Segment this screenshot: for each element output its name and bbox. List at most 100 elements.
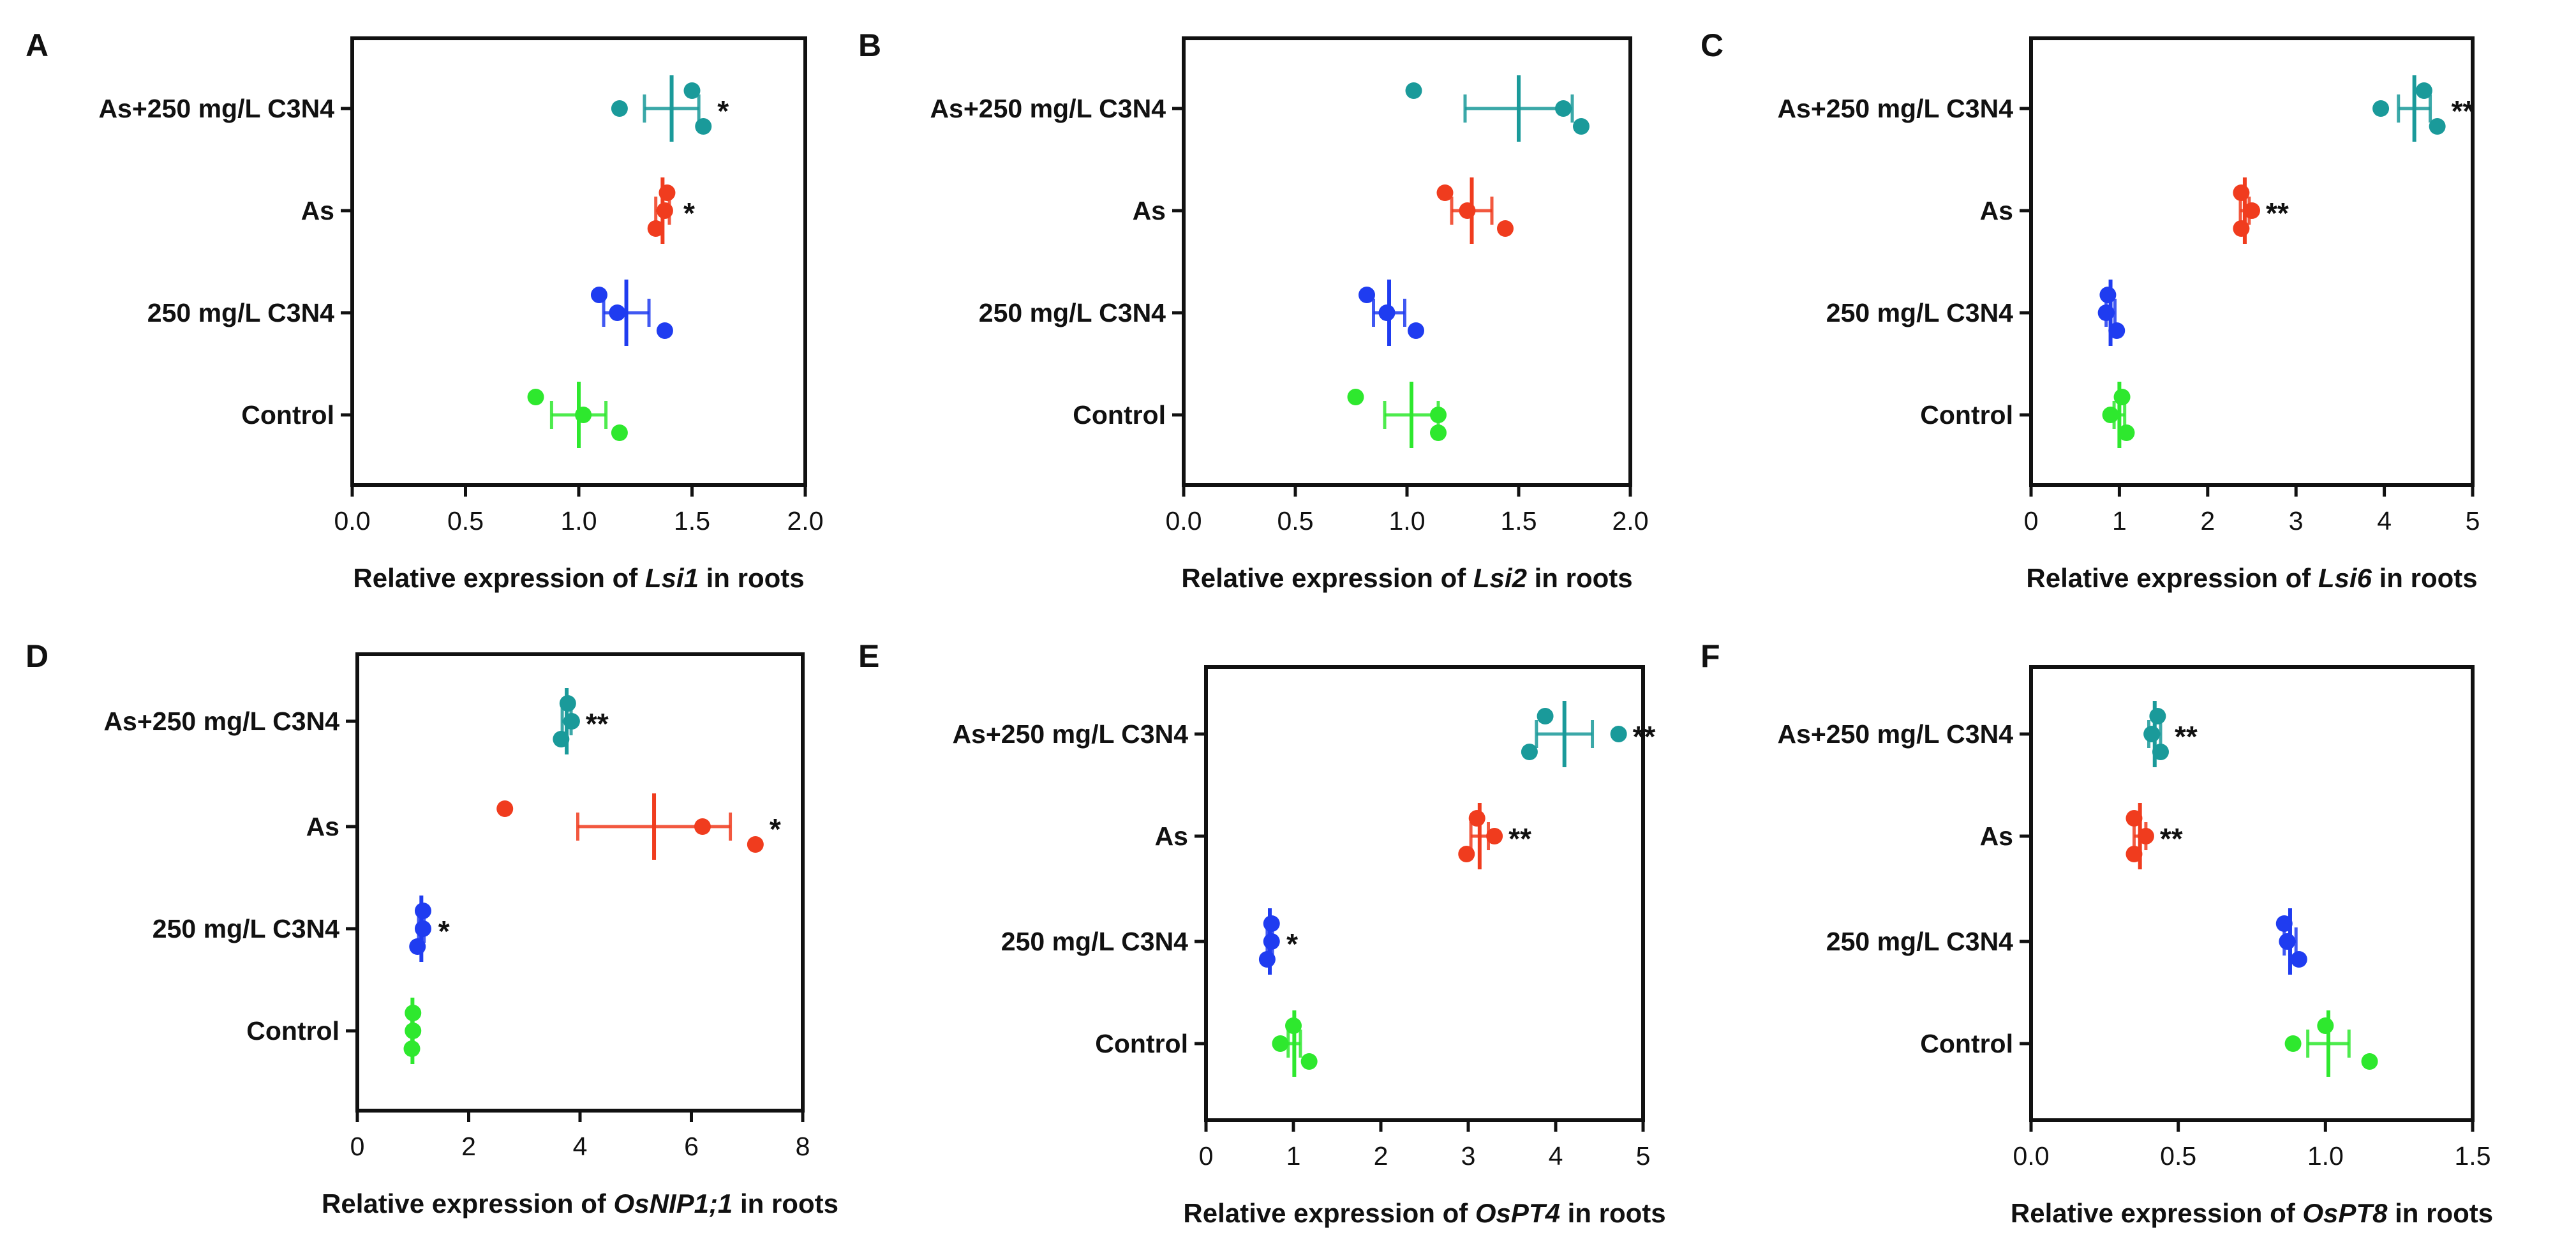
x-axis-label-gene: OsPT4 xyxy=(1475,1198,1560,1228)
data-point xyxy=(2233,220,2250,237)
x-tick-label: 2.0 xyxy=(1612,506,1649,536)
x-axis-label-prefix: Relative expression of xyxy=(1181,563,1473,593)
category-label: 250 mg/L C3N4 xyxy=(153,914,339,943)
x-tick-label: 4 xyxy=(1549,1141,1563,1171)
significance-marker: ** xyxy=(2175,720,2198,753)
data-point xyxy=(611,100,628,117)
x-axis-label-suffix: in roots xyxy=(2387,1198,2493,1228)
data-point xyxy=(2113,389,2131,405)
x-tick-label: 6 xyxy=(684,1132,699,1161)
x-axis-label-prefix: Relative expression of xyxy=(1183,1198,1475,1228)
x-axis-label-gene: Lsi2 xyxy=(1473,563,1527,593)
category-label: 250 mg/L C3N4 xyxy=(1826,298,2013,327)
data-point xyxy=(1347,389,1364,405)
data-point xyxy=(1573,118,1590,135)
x-tick-label: 0 xyxy=(350,1132,365,1161)
data-point xyxy=(496,800,514,817)
panel-b: B 0.0 0.5 1.0 1.5 2.0 Relative expression of L… xyxy=(858,27,1649,593)
data-point xyxy=(1458,846,1475,862)
significance-marker: * xyxy=(770,813,781,846)
data-point xyxy=(683,82,701,99)
data-point xyxy=(2108,322,2126,339)
x-axis-label: Relative expression of OsNIP1;1 in roots xyxy=(322,1188,838,1218)
panel-f: F 0.0 0.5 1.0 1.5 Relative expression of OsPT… xyxy=(1701,638,2493,1228)
data-point xyxy=(2126,846,2143,862)
x-axis-label: Relative expression of OsPT8 in roots xyxy=(2011,1198,2493,1228)
data-point xyxy=(414,903,431,919)
category-label: As+250 mg/L C3N4 xyxy=(98,94,334,123)
data-point xyxy=(1272,1035,1289,1052)
x-axis-label-gene: OsNIP1;1 xyxy=(614,1188,733,1218)
data-point xyxy=(747,836,764,853)
data-point xyxy=(1436,184,1454,201)
axes-frame xyxy=(2029,36,2475,487)
category-label: As xyxy=(1980,821,2013,851)
significance-marker: * xyxy=(683,197,695,230)
data-point xyxy=(659,184,676,201)
category-label: 250 mg/L C3N4 xyxy=(979,298,1166,327)
category-label: As xyxy=(1980,196,2013,225)
category-label: As xyxy=(1155,821,1188,851)
data-point xyxy=(1258,951,1276,968)
category-label: As xyxy=(301,196,334,225)
data-point xyxy=(1555,100,1572,117)
data-point xyxy=(2317,1017,2334,1034)
data-point xyxy=(2361,1053,2378,1070)
category-label: 250 mg/L C3N4 xyxy=(147,298,334,327)
x-tick-label: 3 xyxy=(2289,506,2304,536)
category-label: As+250 mg/L C3N4 xyxy=(930,94,1166,123)
x-axis-label-gene: Lsi1 xyxy=(645,563,699,593)
data-point xyxy=(2118,424,2135,441)
data-point xyxy=(1263,915,1280,932)
data-point xyxy=(1468,810,1485,827)
x-axis-label-prefix: Relative expression of xyxy=(353,563,645,593)
data-point xyxy=(2152,744,2169,760)
x-tick-label: 1.0 xyxy=(1389,506,1426,536)
x-tick-label: 1.5 xyxy=(1501,506,1537,536)
data-point xyxy=(405,1005,422,1021)
data-point xyxy=(575,407,592,423)
x-axis-label: Relative expression of OsPT4 in roots xyxy=(1183,1198,1665,1228)
data-point xyxy=(405,1023,422,1039)
data-point xyxy=(2143,726,2161,742)
axes-frame xyxy=(355,652,805,1113)
x-tick-label: 4 xyxy=(2377,506,2392,536)
x-tick-label: 2 xyxy=(1374,1141,1389,1171)
data-point xyxy=(1486,828,1503,844)
significance-marker: * xyxy=(438,915,450,948)
data-point xyxy=(1430,424,1447,441)
x-axis-label-suffix: in roots xyxy=(1527,563,1633,593)
data-point xyxy=(2429,118,2446,135)
data-point xyxy=(1521,744,1538,760)
data-point xyxy=(656,322,673,339)
panel-letter: A xyxy=(26,27,48,63)
data-point xyxy=(2097,304,2115,321)
panel-a: A 0.0 0.5 1.0 1.5 2.0 Relative expression of L… xyxy=(26,27,824,593)
data-point xyxy=(2284,1035,2302,1052)
axes-frame xyxy=(1204,665,1645,1122)
x-tick-label: 1.5 xyxy=(2455,1141,2491,1171)
data-point xyxy=(590,287,607,303)
data-point xyxy=(1378,304,1396,321)
data-point xyxy=(694,818,711,835)
x-tick-label: 5 xyxy=(1636,1141,1651,1171)
data-point xyxy=(403,1040,421,1057)
x-tick-label: 0 xyxy=(1199,1141,1214,1171)
data-point xyxy=(414,920,431,937)
data-point xyxy=(2279,933,2296,950)
x-tick-label: 0.0 xyxy=(1166,506,1202,536)
axes-frame xyxy=(2029,665,2475,1122)
data-point xyxy=(559,695,576,712)
data-point xyxy=(2244,202,2260,219)
x-axis-label-gene: Lsi6 xyxy=(2318,563,2372,593)
data-point xyxy=(2372,100,2390,117)
x-tick-label: 4 xyxy=(573,1132,588,1161)
data-point xyxy=(656,202,673,219)
category-label: As xyxy=(1133,196,1166,225)
x-tick-label: 1.0 xyxy=(561,506,597,536)
category-label: 250 mg/L C3N4 xyxy=(1826,927,2013,956)
data-point xyxy=(1459,202,1476,219)
data-point xyxy=(563,713,580,730)
significance-marker: ** xyxy=(2452,94,2475,128)
